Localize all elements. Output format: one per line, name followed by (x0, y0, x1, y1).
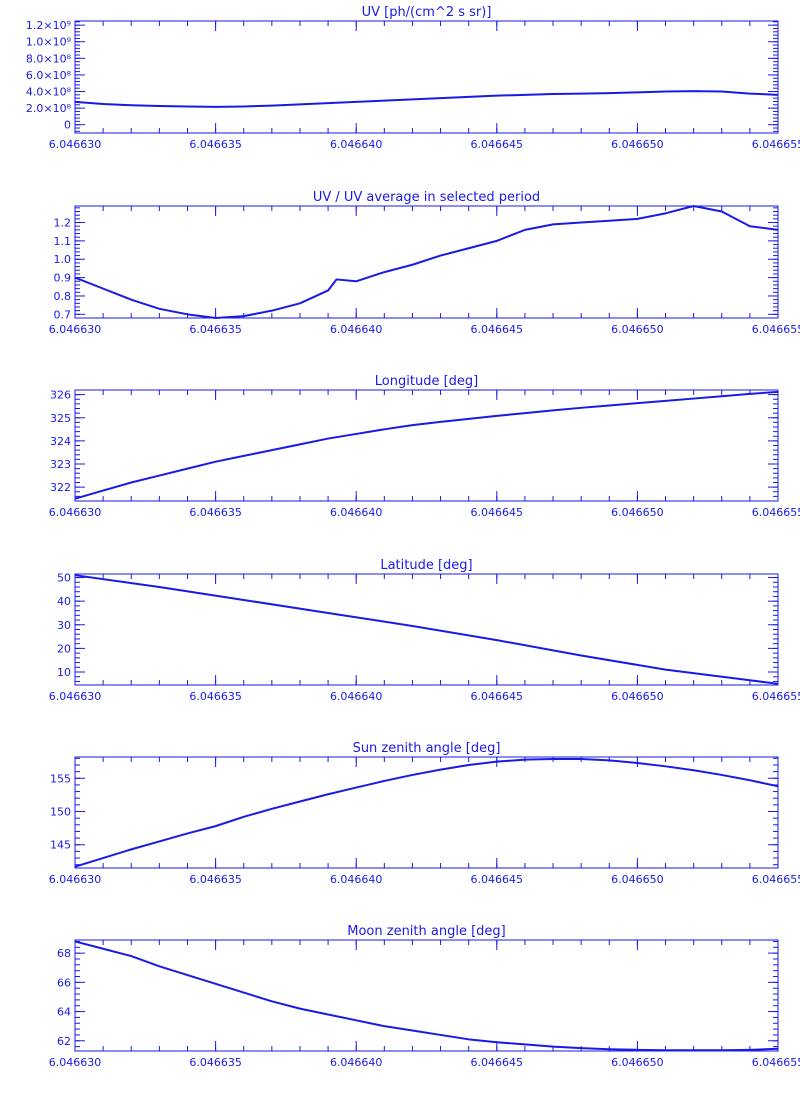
y-tick-label: 40 (57, 595, 71, 608)
x-tick-label: 6.046645 (471, 873, 524, 886)
y-tick-label: 155 (50, 772, 71, 785)
y-tick-label: 0 (64, 119, 71, 132)
y-tick-label: 145 (50, 839, 71, 852)
y-tick-label: 68 (57, 947, 71, 960)
chart-panel-5: Sun zenith angle [deg] 6.046630 6.046635 6.… (49, 741, 800, 886)
y-tick-label: 4.0×10⁸ (26, 86, 72, 99)
x-tick-label: 6.046650 (611, 506, 664, 519)
x-tick-label: 6.046635 (189, 506, 242, 519)
y-tick-label: 30 (57, 619, 71, 632)
x-tick-label: 6.046645 (471, 323, 524, 336)
x-tick-label: 6.046640 (330, 506, 383, 519)
series-line (74, 90, 779, 108)
y-tick-label: 2.0×10⁸ (26, 102, 72, 115)
y-tick-label: 6.0×10⁸ (26, 69, 72, 82)
y-tick-label: 1.0 (54, 253, 72, 266)
y-tick-label: 322 (50, 481, 71, 494)
x-tick-label: 6.046655 (752, 873, 800, 886)
x-tick-label: 6.046645 (471, 138, 524, 151)
y-tick-label: 326 (50, 389, 71, 402)
y-tick-label: 0.9 (54, 272, 72, 285)
y-tick-label: 66 (57, 976, 71, 989)
x-tick-label: 6.046650 (611, 690, 664, 703)
x-tick-label: 6.046635 (189, 873, 242, 886)
x-tick-label: 6.046630 (49, 873, 102, 886)
x-tick-label: 6.046645 (471, 690, 524, 703)
chart-panel-2: UV / UV average in selected period 6.0466… (49, 190, 800, 336)
x-tick-label: 6.046640 (330, 873, 383, 886)
series-line (74, 757, 779, 868)
x-tick-label: 6.046635 (189, 690, 242, 703)
chart-title: UV / UV average in selected period (313, 190, 540, 205)
y-tick-label: 0.8 (54, 290, 72, 303)
y-tick-label: 323 (50, 458, 71, 471)
y-tick-label: 64 (57, 1006, 71, 1019)
x-tick-label: 6.046640 (330, 138, 383, 151)
plot-frame (74, 939, 779, 1052)
x-tick-label: 6.046640 (330, 1056, 383, 1069)
y-tick-label: 325 (50, 412, 71, 425)
x-tick-label: 6.046630 (49, 1056, 102, 1069)
x-tick-label: 6.046650 (611, 323, 664, 336)
y-tick-label: 1.1 (54, 235, 72, 248)
chart-panel-4: Latitude [deg] 6.046630 6.046635 6.046640 6.… (49, 558, 800, 703)
y-tick-label: 1.0×10⁹ (26, 36, 71, 49)
x-tick-label: 6.046650 (611, 1056, 664, 1069)
y-tick-label: 50 (57, 572, 71, 585)
chart-panel-3: Longitude [deg] 6.046630 6.046635 6.046640 6… (49, 374, 800, 519)
chart-title: Latitude [deg] (380, 558, 472, 573)
plot-frame (74, 389, 779, 502)
x-tick-label: 6.046635 (189, 138, 242, 151)
chart-title: Sun zenith angle [deg] (353, 741, 501, 756)
x-tick-label: 6.046655 (752, 323, 800, 336)
x-tick-label: 6.046650 (611, 873, 664, 886)
chart-panel-6: Moon zenith angle [deg] 6.046630 6.046635 6… (49, 924, 800, 1069)
x-tick-label: 6.046635 (189, 1056, 242, 1069)
x-tick-label: 6.046650 (611, 138, 664, 151)
chart-title: Moon zenith angle [deg] (347, 924, 505, 939)
plot-frame (74, 756, 779, 869)
series-line (74, 940, 779, 1052)
y-tick-label: 324 (50, 435, 71, 448)
x-tick-label: 6.046630 (49, 138, 102, 151)
plot-frame (74, 205, 779, 319)
y-tick-label: 150 (50, 806, 71, 819)
series-line (74, 205, 779, 319)
series-line (74, 390, 779, 500)
x-tick-label: 6.046635 (189, 323, 242, 336)
y-tick-label: 10 (57, 666, 71, 679)
chart-panel-1: UV [ph/(cm^2 s sr)] 6.046630 6.046635 6.046… (26, 5, 800, 151)
x-tick-label: 6.046640 (330, 690, 383, 703)
y-tick-label: 1.2×10⁹ (26, 19, 71, 32)
y-tick-label: 62 (57, 1035, 71, 1048)
chart-title: UV [ph/(cm^2 s sr)] (362, 5, 492, 20)
x-tick-label: 6.046630 (49, 506, 102, 519)
y-tick-label: 20 (57, 642, 71, 655)
x-tick-label: 6.046655 (752, 690, 800, 703)
y-tick-label: 1.2 (54, 217, 72, 230)
x-tick-label: 6.046655 (752, 506, 800, 519)
y-tick-label: 0.7 (54, 308, 72, 321)
x-tick-label: 6.046630 (49, 690, 102, 703)
series-line (74, 574, 779, 685)
x-tick-label: 6.046655 (752, 138, 800, 151)
x-tick-label: 6.046655 (752, 1056, 800, 1069)
x-tick-label: 6.046630 (49, 323, 102, 336)
x-tick-label: 6.046645 (471, 506, 524, 519)
y-tick-label: 8.0×10⁸ (26, 52, 72, 65)
plot-frame (74, 20, 779, 134)
chart-title: Longitude [deg] (375, 374, 478, 389)
x-tick-label: 6.046640 (330, 323, 383, 336)
x-tick-label: 6.046645 (471, 1056, 524, 1069)
